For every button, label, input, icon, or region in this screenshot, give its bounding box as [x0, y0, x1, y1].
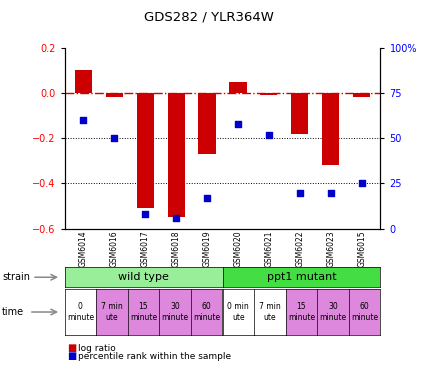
Bar — [260, 93, 278, 95]
Bar — [167, 93, 185, 217]
Text: log ratio: log ratio — [78, 344, 116, 353]
Bar — [291, 93, 308, 134]
Text: 7 min
ute: 7 min ute — [259, 302, 281, 322]
Text: ■: ■ — [67, 343, 76, 353]
Point — [296, 190, 303, 195]
Bar — [75, 70, 92, 93]
Point — [203, 195, 210, 201]
Text: 7 min
ute: 7 min ute — [101, 302, 123, 322]
Point — [328, 190, 335, 195]
Point — [110, 135, 117, 141]
Bar — [353, 93, 370, 97]
Bar — [105, 93, 123, 97]
Bar — [322, 93, 340, 165]
Text: 0
minute: 0 minute — [67, 302, 94, 322]
Point — [358, 180, 365, 186]
Point — [173, 215, 180, 221]
Point — [265, 132, 272, 138]
Text: GDS282 / YLR364W: GDS282 / YLR364W — [144, 11, 274, 24]
Text: 30
minute: 30 minute — [162, 302, 189, 322]
Text: percentile rank within the sample: percentile rank within the sample — [78, 351, 231, 361]
Text: 60
minute: 60 minute — [351, 302, 378, 322]
Text: 60
minute: 60 minute — [193, 302, 220, 322]
Text: ■: ■ — [67, 351, 76, 361]
Text: 30
minute: 30 minute — [320, 302, 347, 322]
Bar — [198, 93, 215, 154]
Text: 15
minute: 15 minute — [288, 302, 315, 322]
Text: strain: strain — [2, 272, 30, 282]
Point — [80, 117, 87, 123]
Text: ppt1 mutant: ppt1 mutant — [267, 272, 336, 282]
Text: 15
minute: 15 minute — [130, 302, 157, 322]
Point — [235, 121, 242, 127]
Text: wild type: wild type — [118, 272, 169, 282]
Text: 0 min
ute: 0 min ute — [227, 302, 249, 322]
Point — [142, 211, 149, 217]
Bar — [230, 82, 247, 93]
Text: time: time — [2, 307, 24, 317]
Bar — [137, 93, 154, 208]
